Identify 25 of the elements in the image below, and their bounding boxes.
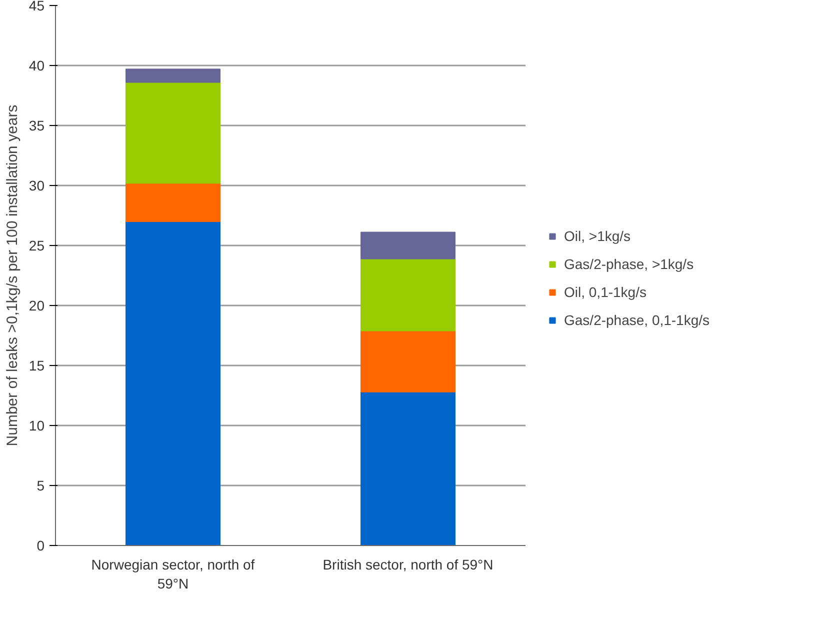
bar [126,68,220,83]
legend-label: Oil, >1kg/s [564,228,631,244]
y-tick-label: 10 [28,418,45,434]
x-tick-label: Norwegian sector, north of 59°N [91,556,255,592]
y-tick-label: 45 [28,0,45,14]
y-tick-label: 20 [28,298,45,314]
y-axis-title: Number of leaks >0,1kg/s per 100 installation years [4,104,21,446]
bar [126,221,220,546]
bar [126,82,220,184]
y-tick-label: 0 [36,538,45,554]
y-tick-label: 25 [28,238,45,254]
y-tick-label: 30 [28,178,45,194]
legend-label: Gas/2-phase, 0,1-1kg/s [564,312,710,328]
x-tick-label: British sector, north of 59°N [322,556,494,572]
bar [360,330,456,392]
y-tick-label: 35 [28,118,45,134]
legend-label: Oil, 0,1-1kg/s [564,284,646,300]
bar [360,232,456,260]
y-tick-label: 15 [28,358,45,374]
bar [360,391,456,546]
bar [360,258,456,332]
bar [126,182,220,222]
y-tick-label: 5 [36,478,45,494]
y-tick-label: 40 [28,58,45,74]
legend-label: Gas/2-phase, >1kg/s [564,256,694,272]
